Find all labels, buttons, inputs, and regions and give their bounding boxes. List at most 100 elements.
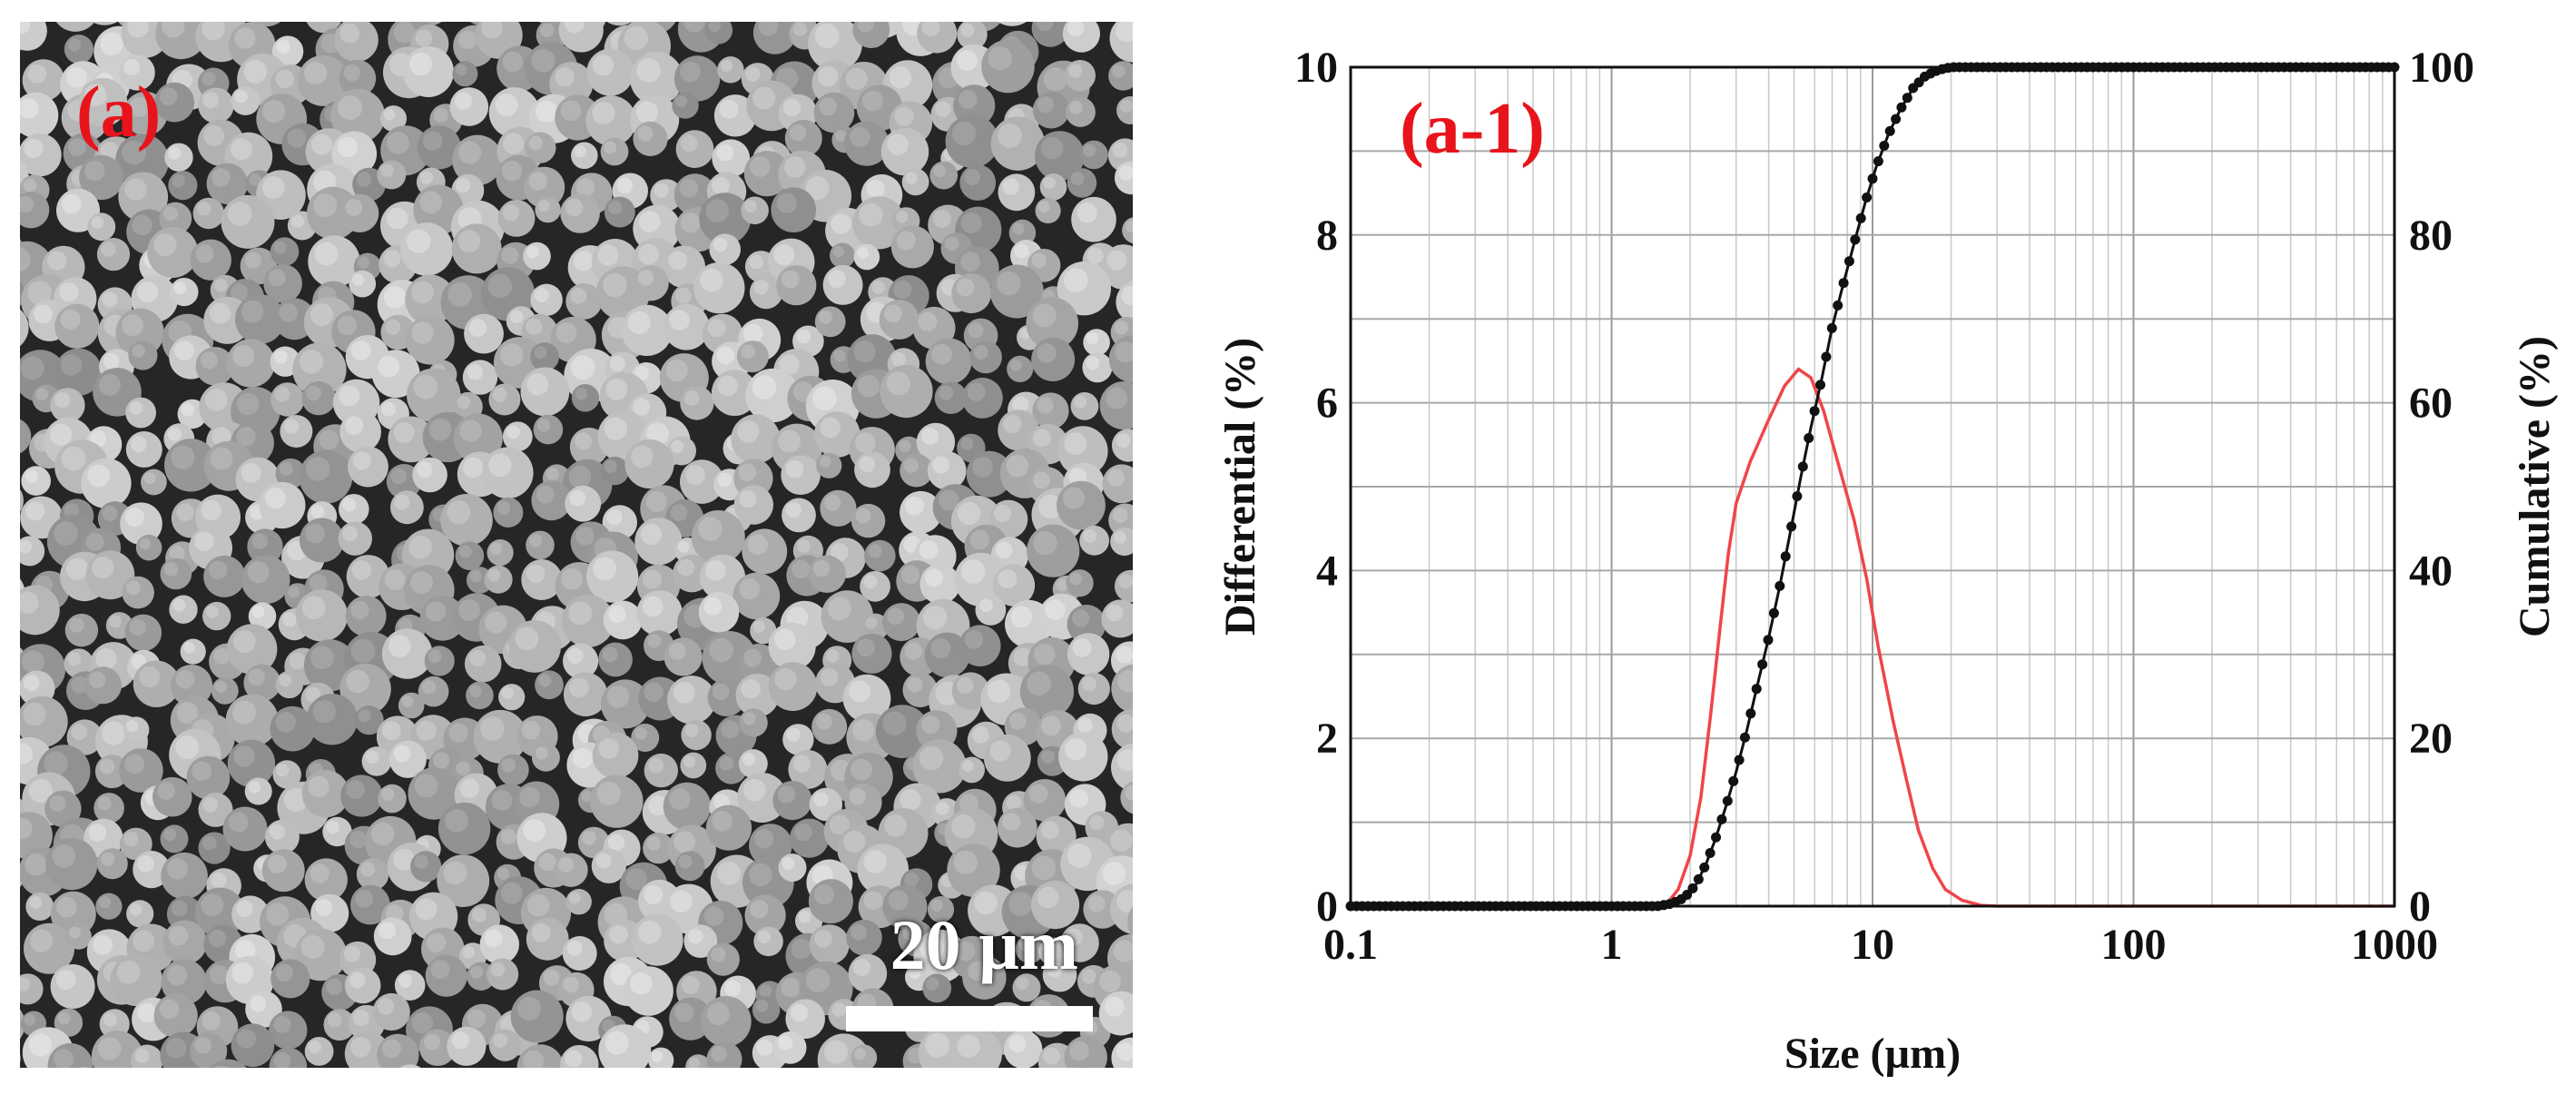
- particle-highlight: [791, 559, 811, 579]
- particle-highlight: [939, 489, 959, 511]
- particle-highlight: [232, 700, 256, 725]
- cumulative-marker: [1809, 406, 1820, 417]
- particle-highlight: [972, 457, 993, 478]
- particle-highlight: [675, 288, 692, 304]
- particle-highlight: [200, 351, 218, 370]
- particle-highlight: [828, 270, 846, 289]
- particle-highlight: [526, 373, 549, 396]
- particle-highlight: [491, 789, 513, 811]
- particle-highlight: [451, 1031, 470, 1050]
- particle-highlight: [89, 671, 106, 688]
- particle-highlight: [706, 1002, 730, 1026]
- particle-highlight: [308, 1041, 321, 1054]
- particle-highlight: [211, 168, 231, 187]
- particle-highlight: [27, 64, 47, 84]
- particle-highlight: [926, 977, 939, 991]
- particle-highlight: [998, 123, 1022, 148]
- particle-highlight: [575, 178, 595, 197]
- particle-highlight: [264, 488, 286, 509]
- particle-highlight: [71, 724, 88, 741]
- particle-highlight: [457, 230, 481, 253]
- particle-highlight: [538, 674, 552, 687]
- particle-highlight: [98, 896, 112, 909]
- particle-highlight: [920, 715, 940, 735]
- particle-highlight: [64, 503, 80, 518]
- particle-highlight: [522, 1050, 545, 1068]
- particle-highlight: [153, 233, 177, 257]
- particle-highlight: [267, 854, 287, 874]
- particle-highlight: [791, 938, 812, 960]
- particle-highlight: [383, 286, 407, 309]
- particle-highlight: [919, 936, 945, 961]
- particle-highlight: [1125, 220, 1133, 232]
- particle-highlight: [570, 287, 587, 304]
- particle-highlight: [1056, 578, 1069, 592]
- particle-highlight: [183, 642, 195, 654]
- particle-highlight: [234, 27, 256, 49]
- particle-highlight: [951, 814, 976, 839]
- particle-highlight: [638, 211, 661, 232]
- particle-highlight: [669, 310, 690, 330]
- particle-highlight: [487, 568, 501, 582]
- particle-highlight: [1016, 977, 1029, 991]
- particle-highlight: [535, 746, 548, 760]
- particle-highlight: [393, 22, 416, 44]
- particle-highlight: [849, 788, 867, 805]
- particle-highlight: [603, 272, 627, 298]
- particle-highlight: [904, 496, 924, 516]
- particle: [20, 488, 24, 512]
- particle-highlight: [428, 649, 442, 664]
- particle-highlight: [288, 586, 300, 598]
- particle-highlight: [1112, 143, 1128, 158]
- x-tick-label: 1000: [2351, 921, 2438, 969]
- particle-highlight: [1047, 962, 1063, 978]
- particle-highlight: [20, 356, 44, 380]
- cumulative-marker: [1728, 775, 1739, 786]
- particle-highlight: [136, 281, 159, 303]
- particle-highlight: [1014, 243, 1029, 259]
- cumulative-marker: [1693, 873, 1704, 884]
- particle-highlight: [956, 278, 975, 297]
- cumulative-marker: [1884, 125, 1895, 136]
- particle-highlight: [468, 319, 487, 337]
- particle-highlight: [1027, 671, 1051, 696]
- particle-highlight: [202, 22, 225, 41]
- cumulative-marker: [1797, 461, 1808, 472]
- particle-highlight: [783, 156, 806, 178]
- particle-highlight: [1043, 1047, 1060, 1065]
- particle-highlight: [411, 321, 434, 344]
- particle-highlight: [1031, 855, 1057, 881]
- cumulative-marker: [1850, 234, 1861, 245]
- particle-highlight: [537, 200, 550, 212]
- particle-highlight: [139, 666, 161, 688]
- particle-highlight: [21, 650, 44, 673]
- particle-highlight: [172, 598, 186, 612]
- particle-highlight: [123, 59, 140, 75]
- particle-highlight: [863, 575, 878, 589]
- particle-highlight: [785, 502, 801, 518]
- particle-highlight: [742, 778, 766, 802]
- particle-highlight: [703, 597, 723, 616]
- particle-highlight: [352, 1009, 369, 1026]
- particle-highlight: [195, 244, 214, 263]
- particle-highlight: [243, 60, 268, 84]
- particle-highlight: [231, 962, 254, 984]
- particle-highlight: [790, 1003, 809, 1022]
- particle-highlight: [129, 903, 143, 916]
- particle-highlight: [856, 638, 875, 657]
- particle-highlight: [50, 423, 73, 446]
- y-left-tick-label: 6: [1316, 380, 1338, 428]
- particle-highlight: [637, 125, 654, 142]
- particle-highlight: [902, 924, 919, 942]
- particle-highlight: [624, 25, 649, 51]
- particle-highlight: [563, 976, 579, 993]
- particle-highlight: [356, 172, 372, 187]
- particle-highlight: [166, 858, 188, 880]
- particle-highlight: [1114, 530, 1126, 544]
- particle-highlight: [500, 882, 523, 904]
- particle-highlight: [20, 196, 34, 213]
- particle-highlight: [249, 173, 261, 186]
- particle-highlight: [654, 182, 669, 198]
- particle-highlight: [1106, 469, 1125, 487]
- particle-highlight: [387, 132, 409, 154]
